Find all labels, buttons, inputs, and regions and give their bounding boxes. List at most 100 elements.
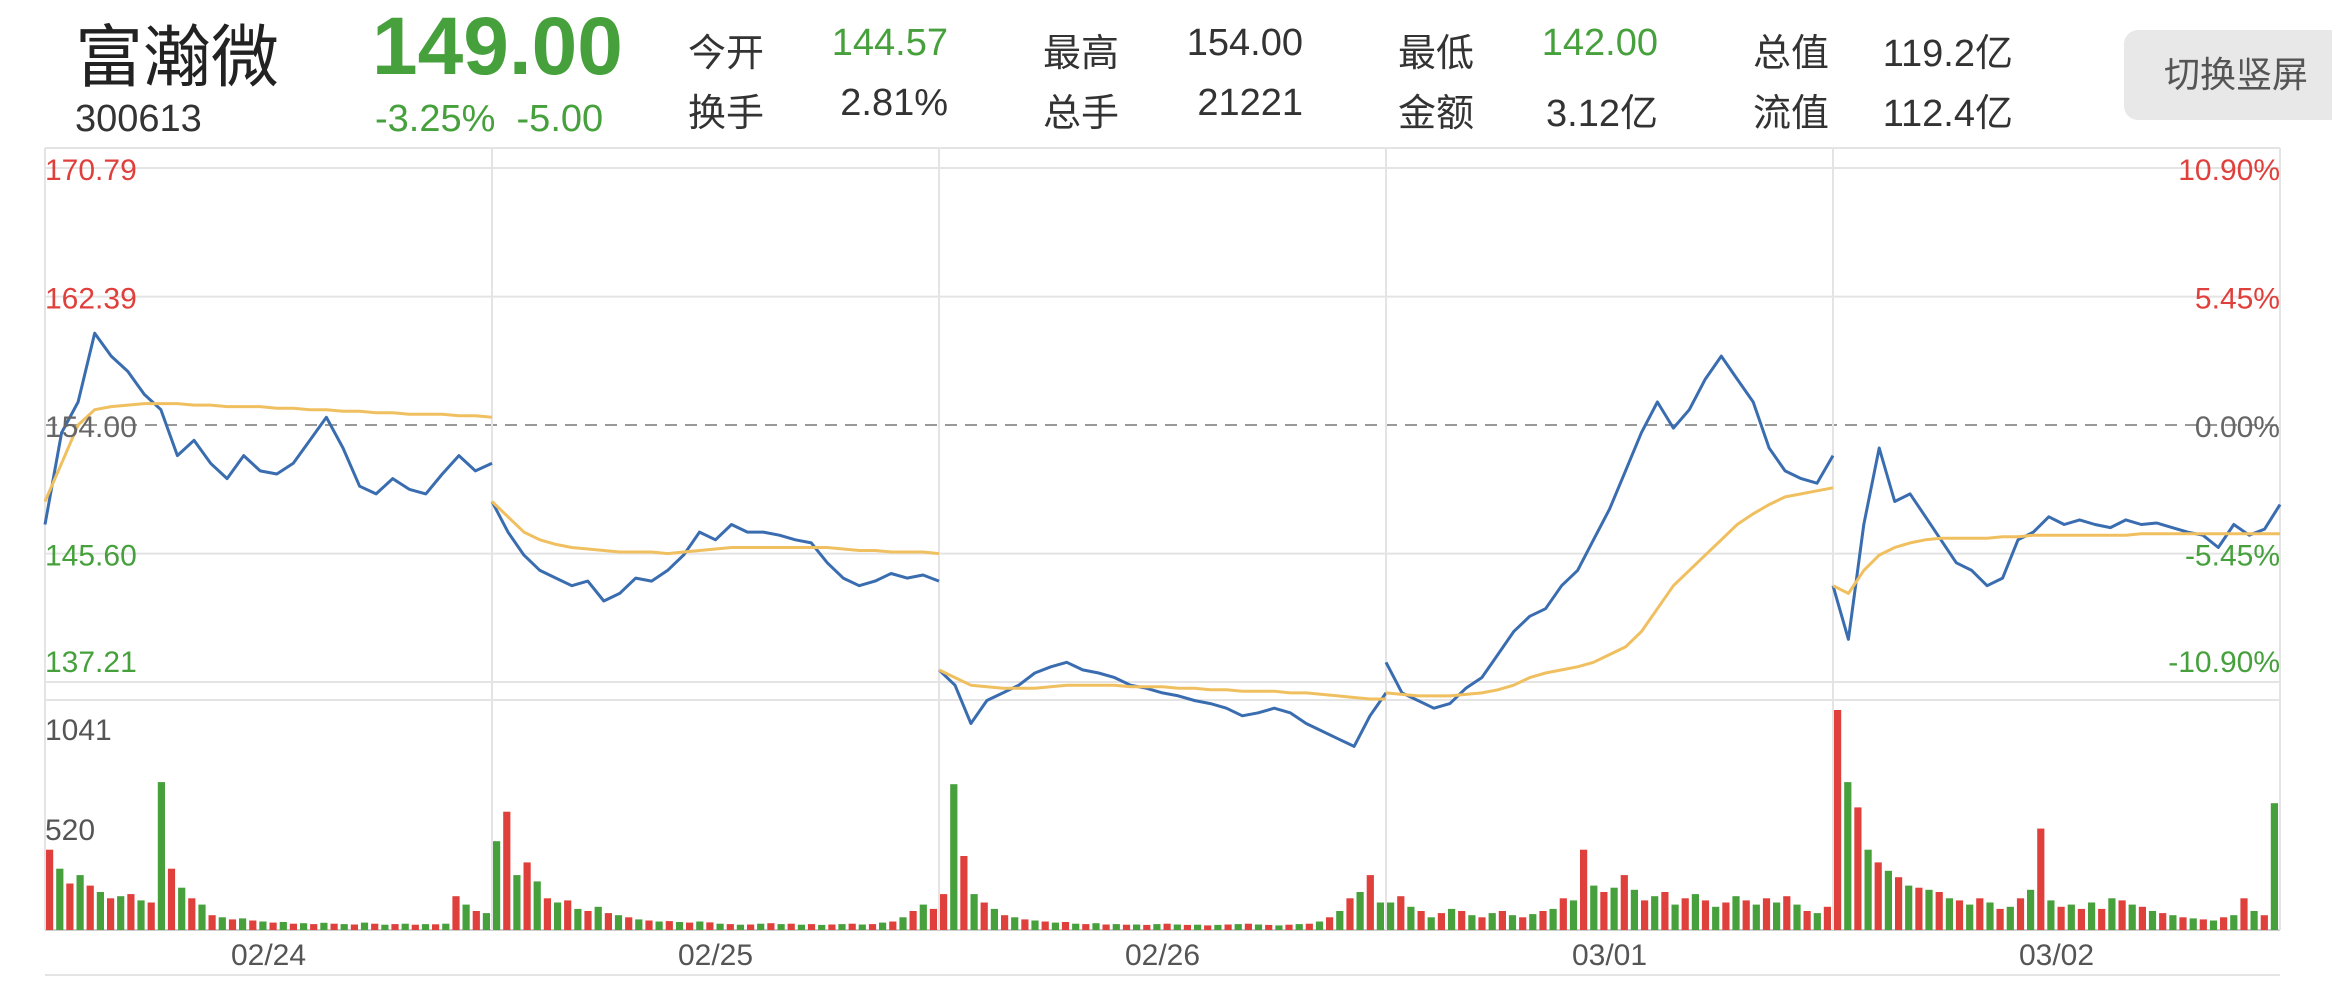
volume-bar [1224,924,1232,930]
volume-bar [320,922,328,930]
volume-bar [523,862,531,930]
price-line-day-03/02 [1831,446,2282,641]
volume-bar [940,894,948,930]
avg-line-day-02/25 [490,500,940,556]
volume-bar [1580,849,1588,930]
volume-bar [1305,923,1313,930]
volume-bar [1661,892,1669,930]
avg-line-day-02/24 [43,402,493,503]
volume-mid-label: 520 [45,814,95,847]
volume-bar [1712,906,1720,930]
volume-bar [533,881,541,930]
volume-bar [1061,922,1070,930]
price-change: -3.25% -5.00 [375,98,603,141]
volume-bar [1112,924,1120,930]
volume-bar [2230,915,2238,930]
volume-bar [1539,911,1547,930]
volume-bar [188,898,196,930]
float-value-label: 流值 [1753,93,1830,135]
volume-bar [1905,885,1913,930]
volume-bar [696,921,704,930]
volume-bar [1529,914,1537,930]
volume-bar [2128,904,2136,930]
volume-bar [56,868,64,930]
volume-bar [1834,710,1842,930]
volume-bar [472,911,480,930]
volume-bar [2240,898,2248,930]
volume-bar [371,923,379,930]
volume-bar [1651,896,1659,930]
volume-bar [1265,924,1273,930]
volume-bar [2199,919,2207,930]
volume-bar [1376,902,1384,930]
price-line-day-02/25 [490,500,940,603]
volume-max-label: 1041 [45,714,112,747]
volume-bar [96,892,104,930]
volume-bar [1844,782,1852,930]
volume-bar [1874,862,1882,930]
open-label: 今开 [688,33,765,75]
volume-bar [310,924,318,930]
volume-bar [543,898,551,930]
day-label: 02/26 [1125,939,1200,972]
volume-bar [950,784,958,930]
volume-bar [747,924,755,930]
high-label: 最高 [1043,33,1120,75]
volume-bar [1915,887,1923,930]
price-tick-label: 154.00 [45,411,137,444]
pct-tick-label: -5.45% [2185,540,2280,573]
volume-bar [289,923,297,930]
volume-bar [1366,875,1374,930]
volume-bar [1681,898,1689,930]
volume-bar [889,921,897,930]
volume-bar [482,913,490,930]
axis-labels: 170.79 10.90% 162.39 5.45% 154.00 0.00% 145.60… [45,154,2280,972]
volume-bar [1315,921,1324,930]
volume-bar [1143,924,1151,930]
volume-bar [1427,917,1435,930]
open-value: 144.57 [831,22,948,64]
volume-bar [1722,902,1730,930]
volume-bar [239,918,247,930]
volume-bar [757,923,765,930]
volume-bar [675,922,684,930]
volume-bar [604,913,612,930]
volume-bar [432,924,440,930]
change-percent: -3.25% [375,98,496,140]
volume-bar [2250,911,2258,930]
volume-bar [1295,924,1303,930]
volume-bar [2027,889,2035,930]
volume-bar [1031,920,1039,930]
volume-bar [1488,913,1496,930]
volume-bar [970,894,978,930]
volume-bar [767,923,775,930]
volume-bar [269,922,277,930]
day-label: 02/25 [678,939,753,972]
volume-bar [1397,896,1405,930]
volume-bar [909,911,917,930]
volume-bar [848,923,856,930]
volume-bar [1986,902,1994,930]
change-amount: -5.00 [516,98,604,140]
volume-bar [1173,924,1181,930]
toggle-orientation-button[interactable]: 切换竖屏 [2124,30,2332,120]
low-label: 最低 [1398,33,1475,75]
volume-bar [594,906,602,930]
volume-bar [2016,898,2025,930]
volume-bar [2138,906,2146,930]
volume-bar [655,921,663,930]
volume-bar [66,883,74,930]
volume-bar [584,911,592,930]
volume-bar [868,924,877,930]
volume-bar [167,868,176,930]
volume-bar [554,902,562,930]
volume-bar [929,908,937,930]
volume-bar [1590,885,1598,930]
amount-label: 金额 [1398,93,1475,135]
volume-bar [665,921,673,930]
volume-bar [574,908,582,930]
volume-bar [1326,917,1334,930]
price-tick-label: 170.79 [45,154,137,187]
volume-bar [1976,898,1984,930]
